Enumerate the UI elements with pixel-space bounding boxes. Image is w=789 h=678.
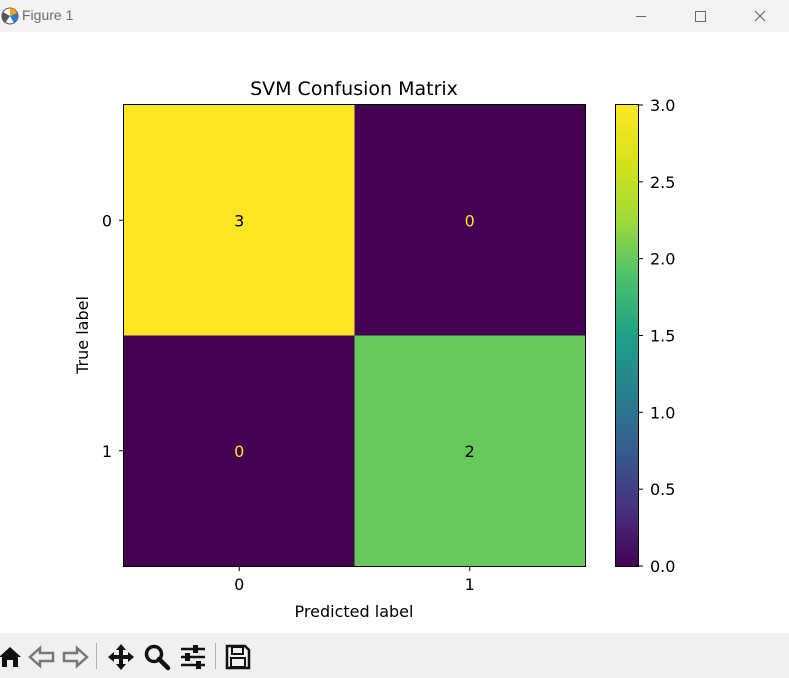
- forward-icon[interactable]: [61, 643, 89, 671]
- y-tick-label: 0: [102, 211, 112, 230]
- toolbar-separator: [215, 643, 216, 669]
- navigation-toolbar: [0, 633, 789, 678]
- colorbar-tick-label: 0.0: [650, 557, 675, 576]
- toolbar-separator: [96, 643, 97, 669]
- matrix-cell: [354, 105, 586, 336]
- matplotlib-app-icon: [1, 7, 19, 25]
- matrix-cell: [354, 335, 586, 567]
- y-tick-label: 1: [102, 442, 112, 461]
- close-icon: [754, 10, 766, 22]
- colorbar-tick-label: 1.0: [650, 403, 675, 422]
- cell-value-label: 2: [465, 442, 475, 461]
- x-tick-label: 0: [234, 575, 244, 594]
- chart-title: SVM Confusion Matrix: [250, 78, 458, 100]
- zoom-icon[interactable]: [143, 643, 171, 671]
- configure-subplots-icon[interactable]: [179, 643, 207, 671]
- colorbar-tick-label: 0.5: [650, 480, 675, 499]
- home-icon[interactable]: [0, 643, 24, 671]
- y-axis-label: True label: [73, 296, 92, 375]
- colorbar-tick-label: 2.0: [650, 250, 675, 269]
- maximize-icon: [694, 10, 706, 22]
- save-icon[interactable]: [224, 643, 252, 671]
- colorbar-axis: 0.0 0.5 1.0 1.5 2.0 2.5 3.0: [638, 96, 675, 576]
- x-tick-label: 1: [465, 575, 475, 594]
- maximize-button[interactable]: [673, 0, 727, 32]
- colorbar-tick-label: 3.0: [650, 96, 675, 115]
- cell-value-label: 3: [234, 211, 244, 230]
- matrix-cells: 3 0 0 2: [124, 105, 586, 567]
- window-title: Figure 1: [22, 7, 74, 23]
- window-titlebar: Figure 1: [0, 0, 789, 32]
- colorbar-tick-label: 2.5: [650, 173, 675, 192]
- minimize-button[interactable]: [614, 0, 668, 32]
- colorbar-tick-label: 1.5: [650, 327, 675, 346]
- cell-value-label: 0: [234, 442, 244, 461]
- back-icon[interactable]: [28, 643, 56, 671]
- y-axis: 01: [102, 211, 124, 461]
- matrix-cell: [124, 105, 355, 336]
- plot-frame: [123, 104, 586, 567]
- cell-value-label: 0: [465, 211, 475, 230]
- pan-icon[interactable]: [107, 643, 135, 671]
- minimize-icon: [636, 15, 646, 17]
- colorbar: [615, 104, 639, 567]
- matrix-cell: [124, 335, 355, 567]
- close-button[interactable]: [733, 0, 787, 32]
- x-axis-label: Predicted label: [295, 602, 414, 621]
